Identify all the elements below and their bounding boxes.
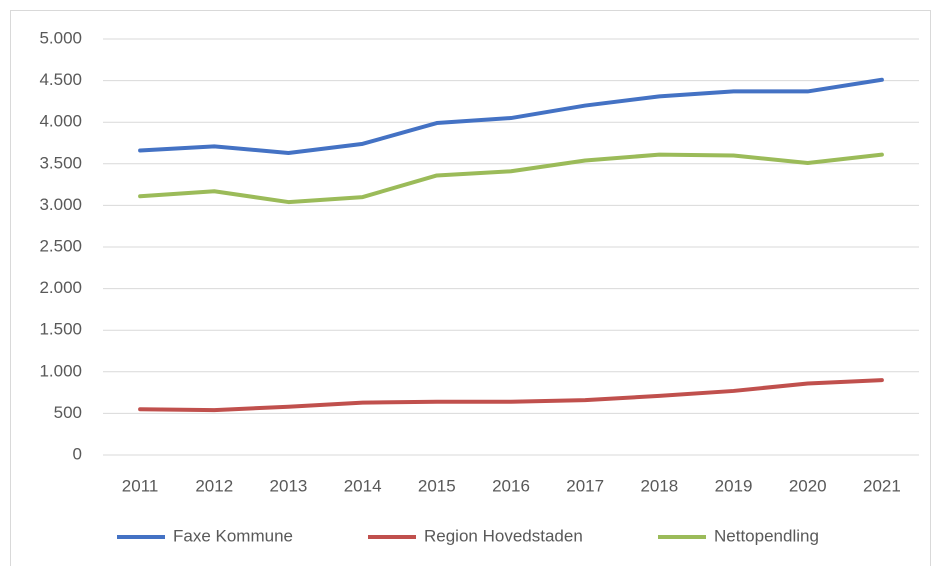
x-tick-label: 2018 (640, 476, 678, 495)
legend-label: Region Hovedstaden (424, 526, 583, 545)
x-tick-label: 2016 (492, 476, 530, 495)
y-tick-label: 500 (54, 403, 82, 422)
x-tick-label: 2021 (863, 476, 901, 495)
y-tick-label: 4.000 (39, 112, 82, 131)
x-tick-label: 2011 (122, 476, 159, 495)
x-tick-label: 2013 (270, 476, 308, 495)
series-line (138, 378, 884, 413)
y-tick-label: 2.500 (39, 236, 82, 255)
x-tick-label: 2019 (715, 476, 753, 495)
y-tick-label: 1.000 (39, 361, 82, 380)
y-tick-label: 4.500 (39, 70, 82, 89)
x-tick-label: 2017 (566, 476, 604, 495)
y-tick-label: 3.000 (39, 195, 82, 214)
chart-border (10, 10, 931, 566)
y-tick-label: 1.500 (39, 320, 82, 339)
y-tick-label: 2.000 (39, 278, 82, 297)
legend-label: Faxe Kommune (173, 526, 293, 545)
y-tick-label: 0 (73, 444, 82, 463)
series-line (138, 77, 884, 155)
x-tick-label: 2012 (195, 476, 233, 495)
x-tick-label: 2015 (418, 476, 456, 495)
x-tick-label: 2014 (344, 476, 382, 495)
y-tick-label: 5.000 (39, 28, 82, 47)
x-tick-label: 2020 (789, 476, 827, 495)
series-line (138, 152, 884, 205)
y-tick-label: 3.500 (39, 153, 82, 172)
legend-label: Nettopendling (714, 526, 819, 545)
